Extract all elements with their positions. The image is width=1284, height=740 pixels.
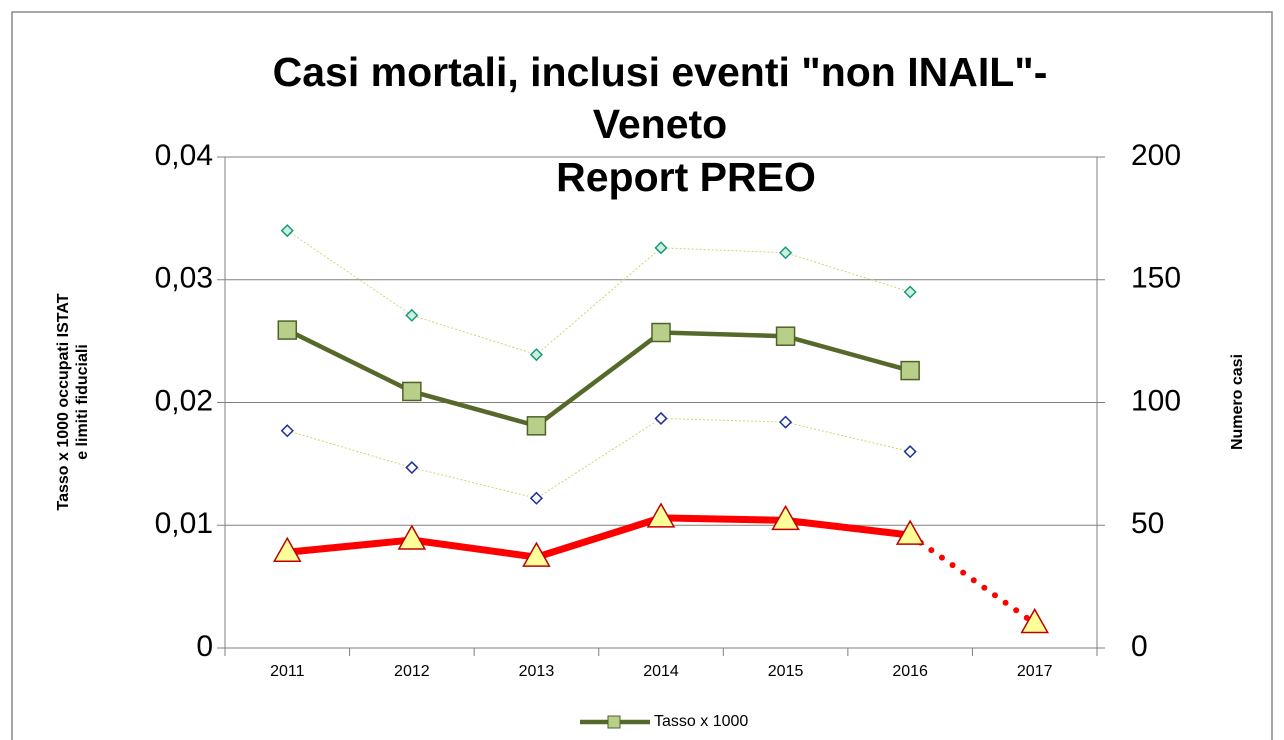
y-tick-label: 0,03 <box>155 262 213 295</box>
data-point <box>397 524 427 550</box>
data-point <box>529 491 543 505</box>
y-tick-label: 0,01 <box>155 507 213 540</box>
y-tick-label: 0,04 <box>155 139 213 172</box>
series-line <box>907 532 1038 627</box>
y2-tick-label: 100 <box>1131 384 1181 417</box>
x-tick-label: 2014 <box>643 663 679 680</box>
data-point <box>522 541 551 567</box>
chart-frame <box>11 11 1273 740</box>
data-point <box>1020 607 1049 634</box>
x-tick-label: 2016 <box>892 663 928 680</box>
data-point <box>526 416 547 436</box>
legend-label: Tasso x 1000 <box>654 713 748 730</box>
data-point <box>277 320 298 340</box>
data-point <box>775 326 796 346</box>
x-tick-label: 2012 <box>394 663 430 680</box>
data-point <box>895 519 925 545</box>
data-point <box>402 381 422 402</box>
x-tick-label: 2013 <box>519 663 555 680</box>
data-point <box>405 308 419 322</box>
series-line <box>287 230 911 356</box>
data-point <box>903 445 917 459</box>
y2-tick-label: 200 <box>1131 139 1181 172</box>
series-line <box>286 514 911 561</box>
y-tick-label: 0,02 <box>155 384 213 417</box>
x-tick-label: 2015 <box>768 663 804 680</box>
data-point <box>654 241 668 255</box>
y-axis-label: Tasso x 1000 occupati ISTAT <box>55 293 72 510</box>
data-point <box>779 415 793 429</box>
data-point <box>646 502 676 528</box>
chart-title: Veneto <box>593 101 727 147</box>
data-point <box>405 460 419 475</box>
data-point <box>529 348 543 362</box>
data-point <box>771 504 800 531</box>
x-tick-label: 2017 <box>1017 663 1053 680</box>
data-point <box>273 536 302 563</box>
data-point <box>280 424 294 438</box>
chart-title: Report PREO <box>556 154 816 200</box>
data-point <box>779 246 793 260</box>
series-line <box>287 417 911 499</box>
series-line <box>286 328 911 429</box>
legend-marker <box>607 715 621 729</box>
chart-title: Casi mortali, inclusi eventi "non INAIL"… <box>273 49 1048 95</box>
y-axis-label: e limiti fiduciali <box>74 344 91 460</box>
x-tick-label: 2011 <box>270 663 305 680</box>
data-point <box>900 360 920 381</box>
data-point <box>654 411 668 426</box>
data-point <box>903 285 917 299</box>
data-point <box>280 224 294 238</box>
y-tick-label: 0 <box>196 630 213 663</box>
y2-tick-label: 0 <box>1131 630 1148 663</box>
y2-tick-label: 150 <box>1131 262 1181 295</box>
y2-axis-label: Numero casi <box>1229 354 1246 450</box>
data-point <box>651 322 671 343</box>
y2-tick-label: 50 <box>1131 507 1164 540</box>
